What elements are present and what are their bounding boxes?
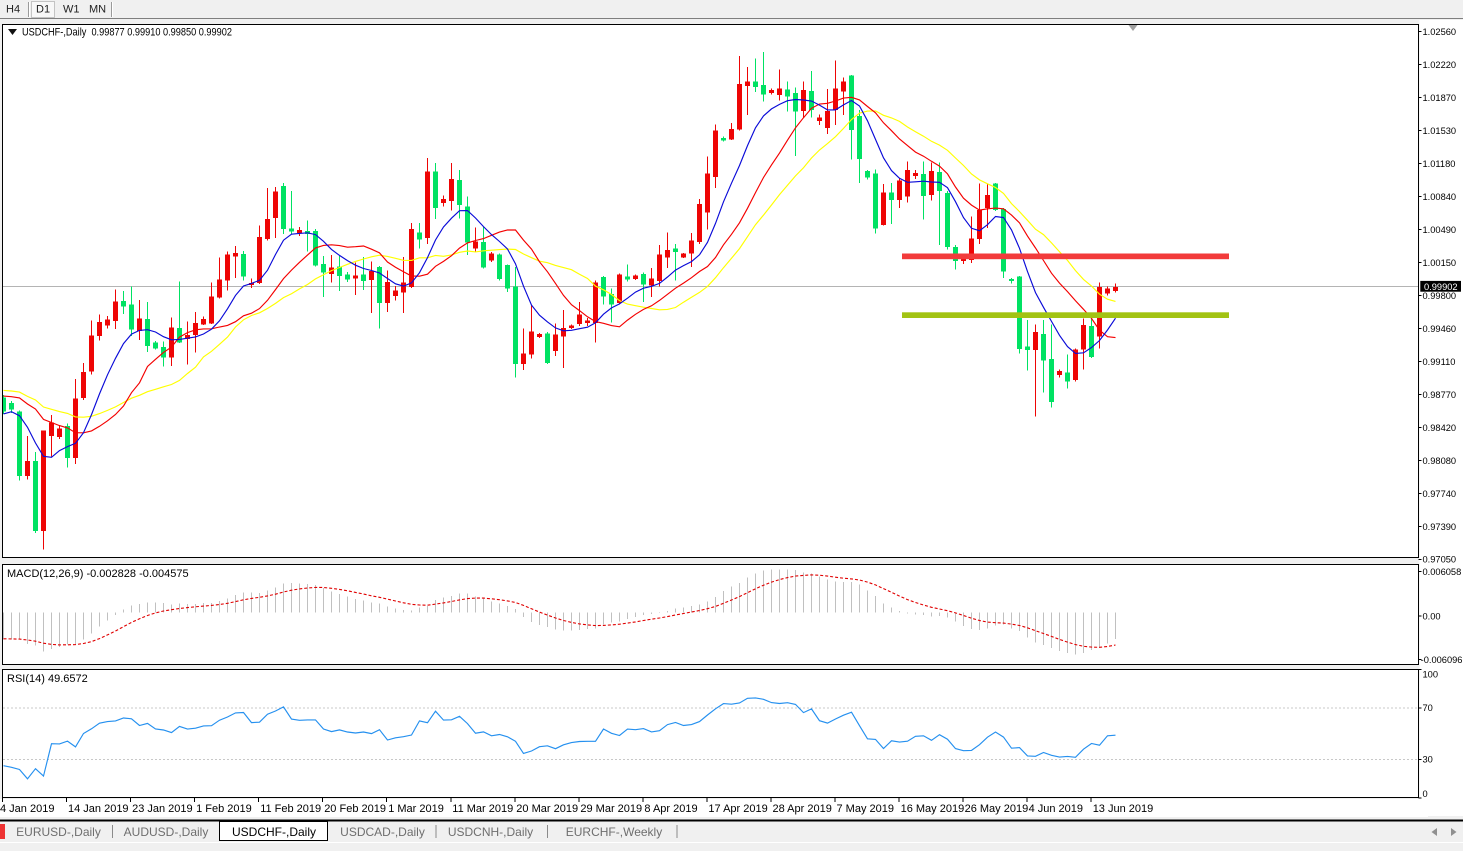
svg-text:0.99460: 0.99460 — [1423, 324, 1457, 334]
svg-text:EURCHF-,Weekly: EURCHF-,Weekly — [566, 825, 662, 839]
svg-text:8 Apr 2019: 8 Apr 2019 — [644, 803, 697, 815]
svg-text:1.00490: 1.00490 — [1423, 225, 1457, 235]
svg-text:-0.006096: -0.006096 — [1421, 655, 1463, 665]
svg-text:0.98080: 0.98080 — [1423, 456, 1457, 466]
svg-text:USDCHF-,Daily 0.99877 0.99910: USDCHF-,Daily 0.99877 0.99910 0.99850 0.… — [22, 27, 232, 39]
svg-text:H4: H4 — [6, 4, 20, 16]
svg-text:17 Apr 2019: 17 Apr 2019 — [708, 803, 767, 815]
svg-text:11 Mar 2019: 11 Mar 2019 — [452, 803, 513, 815]
svg-text:26 May 2019: 26 May 2019 — [965, 803, 1029, 815]
svg-text:4 Jan 2019: 4 Jan 2019 — [0, 803, 54, 815]
svg-text:7 May 2019: 7 May 2019 — [837, 803, 894, 815]
svg-text:1.00840: 1.00840 — [1423, 192, 1457, 202]
svg-text:0: 0 — [1423, 789, 1428, 799]
svg-text:0.99110: 0.99110 — [1423, 357, 1456, 367]
svg-text:AUDUSD-,Daily: AUDUSD-,Daily — [124, 825, 209, 839]
svg-text:0.98770: 0.98770 — [1423, 390, 1457, 400]
svg-text:11 Feb 2019: 11 Feb 2019 — [260, 803, 321, 815]
svg-text:W1: W1 — [63, 4, 80, 16]
svg-text:1 Feb 2019: 1 Feb 2019 — [196, 803, 252, 815]
svg-text:70: 70 — [1423, 703, 1433, 713]
svg-text:0.97050: 0.97050 — [1423, 555, 1457, 565]
svg-text:29 Mar 2019: 29 Mar 2019 — [580, 803, 642, 815]
svg-text:14 Jan 2019: 14 Jan 2019 — [68, 803, 129, 815]
svg-text:MN: MN — [89, 4, 106, 16]
svg-text:RSI(14) 49.6572: RSI(14) 49.6572 — [7, 673, 88, 685]
svg-text:30: 30 — [1423, 755, 1433, 765]
svg-text:100: 100 — [1423, 669, 1439, 679]
svg-text:0.006058: 0.006058 — [1423, 567, 1462, 577]
svg-text:USDCHF-,Daily: USDCHF-,Daily — [232, 825, 316, 839]
svg-text:20 Feb 2019: 20 Feb 2019 — [324, 803, 386, 815]
svg-text:0.97390: 0.97390 — [1423, 522, 1457, 532]
svg-text:1.01870: 1.01870 — [1423, 93, 1457, 103]
svg-text:28 Apr 2019: 28 Apr 2019 — [773, 803, 832, 815]
svg-text:D1: D1 — [36, 4, 50, 16]
svg-text:16 May 2019: 16 May 2019 — [901, 803, 965, 815]
svg-text:0.99800: 0.99800 — [1423, 291, 1457, 301]
svg-text:1.00150: 1.00150 — [1423, 258, 1457, 268]
svg-text:MACD(12,26,9) -0.002828 -0.004: MACD(12,26,9) -0.002828 -0.004575 — [7, 568, 189, 580]
svg-text:0.97740: 0.97740 — [1423, 489, 1457, 499]
svg-text:13 Jun 2019: 13 Jun 2019 — [1093, 803, 1154, 815]
svg-text:20 Mar 2019: 20 Mar 2019 — [516, 803, 578, 815]
svg-text:USDCNH-,Daily: USDCNH-,Daily — [448, 825, 533, 839]
svg-text:0.00: 0.00 — [1423, 612, 1441, 622]
svg-text:1.01180: 1.01180 — [1423, 159, 1456, 169]
svg-text:EURUSD-,Daily: EURUSD-,Daily — [16, 825, 101, 839]
svg-text:0.98420: 0.98420 — [1423, 423, 1457, 433]
svg-text:0.99902: 0.99902 — [1424, 282, 1458, 292]
svg-text:1.02220: 1.02220 — [1423, 60, 1457, 70]
svg-text:1 Mar 2019: 1 Mar 2019 — [388, 803, 444, 815]
svg-text:1.02560: 1.02560 — [1423, 27, 1457, 37]
svg-text:4 Jun 2019: 4 Jun 2019 — [1029, 803, 1083, 815]
svg-text:USDCAD-,Daily: USDCAD-,Daily — [340, 825, 425, 839]
svg-text:1.01530: 1.01530 — [1423, 126, 1457, 136]
svg-text:23 Jan 2019: 23 Jan 2019 — [132, 803, 193, 815]
